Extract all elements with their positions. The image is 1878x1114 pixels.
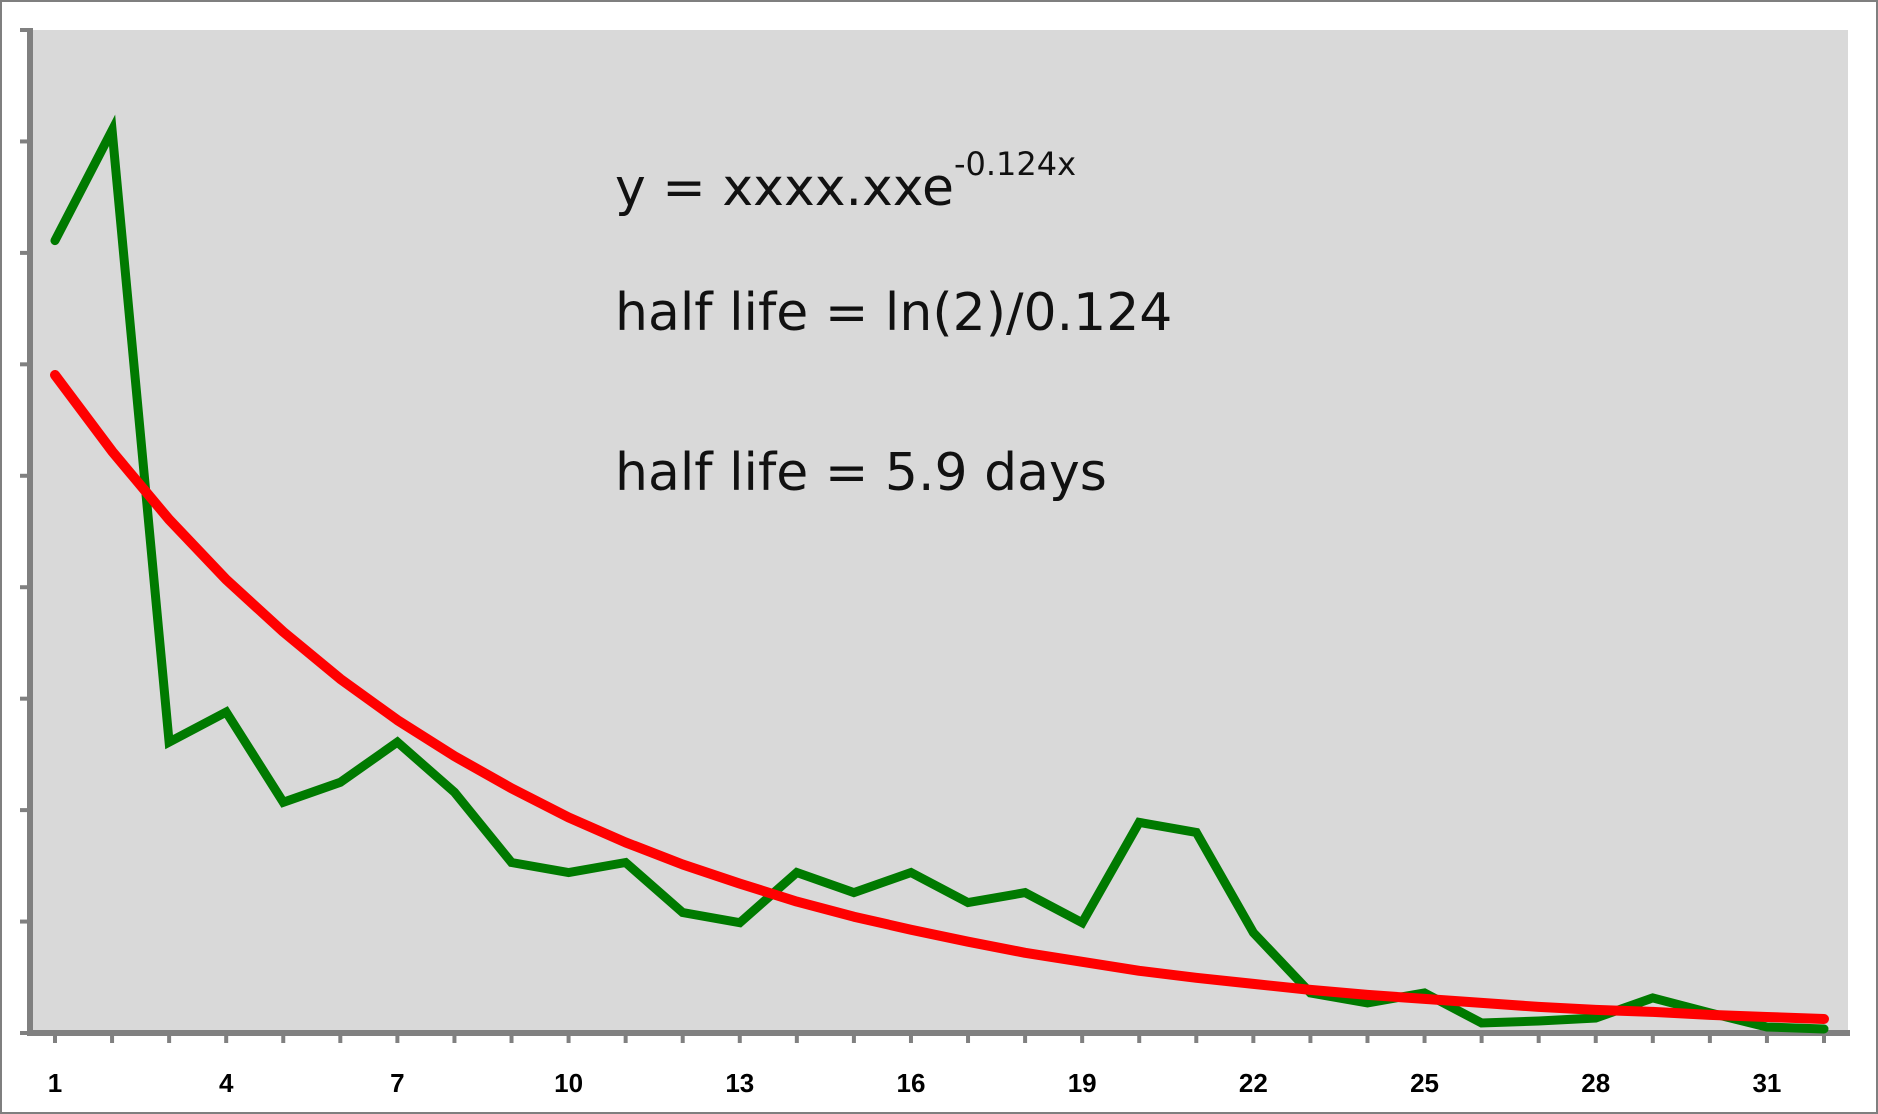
fit-series-point xyxy=(511,788,512,789)
data-series-point xyxy=(739,922,740,923)
data-series-point xyxy=(682,912,683,913)
x-tick-label: 13 xyxy=(725,1068,754,1098)
fit-series-point xyxy=(1481,1002,1482,1003)
data-series-point xyxy=(340,782,341,783)
data-series-point xyxy=(911,872,912,873)
data-series-line xyxy=(50,114,1829,1034)
fit-series-point xyxy=(968,941,969,942)
data-series-point xyxy=(55,240,56,241)
data-series-point xyxy=(226,712,227,713)
fit-series-point xyxy=(226,579,227,580)
x-tick-label: 10 xyxy=(554,1068,583,1098)
data-series-point xyxy=(283,802,284,803)
half-life-formula-annotation: half life = ln(2)/0.124 xyxy=(615,283,1172,343)
fit-series-point xyxy=(1310,989,1311,990)
axes-layer xyxy=(20,28,1850,1036)
fit-series-point xyxy=(796,901,797,902)
data-series-point xyxy=(1766,1027,1767,1028)
fit-series-point xyxy=(169,519,170,520)
data-series-point xyxy=(1595,1018,1596,1019)
fit-series-point xyxy=(1196,977,1197,978)
x-ticks-layer: 1 4 7 10 13 16 19 22 25 28 31 xyxy=(48,1033,1826,1098)
fit-series-point xyxy=(1595,1009,1596,1010)
half-life-value-annotation: half life = 5.9 days xyxy=(615,443,1107,503)
data-series-point xyxy=(1538,1021,1539,1022)
fit-series-point xyxy=(1424,998,1425,999)
data-series-point xyxy=(1481,1023,1482,1024)
fit-series-point xyxy=(1082,961,1083,962)
fit-series-point xyxy=(1253,983,1254,984)
data-series-point xyxy=(853,892,854,893)
fit-series-point xyxy=(1538,1006,1539,1007)
x-tick-label: 25 xyxy=(1410,1068,1439,1098)
series-layer xyxy=(50,114,1829,1034)
fit-series-point xyxy=(283,631,284,632)
data-series-point xyxy=(796,872,797,873)
fit-series-point xyxy=(682,864,683,865)
fit-series-point xyxy=(568,817,569,818)
fit-series-point xyxy=(1367,994,1368,995)
data-series-point xyxy=(1139,822,1140,823)
fit-series-point xyxy=(853,916,854,917)
fit-series-point xyxy=(1139,970,1140,971)
data-series-point xyxy=(397,742,398,743)
x-tick-label: 31 xyxy=(1752,1068,1781,1098)
data-series-point xyxy=(1082,922,1083,923)
fit-series-point xyxy=(55,375,56,376)
fit-series-point xyxy=(1766,1017,1767,1018)
fit-series-point xyxy=(739,883,740,884)
fit-series-point xyxy=(1025,952,1026,953)
x-tick-label: 22 xyxy=(1239,1068,1268,1098)
data-series-point xyxy=(1424,992,1425,993)
data-series-point xyxy=(625,862,626,863)
data-series-point xyxy=(1652,997,1653,998)
equation-annotation: y = xxxx.xxe-0.124x xyxy=(615,145,1076,218)
plot-area xyxy=(30,30,1848,1033)
fit-series-point xyxy=(1824,1019,1825,1020)
fit-series-point xyxy=(397,720,398,721)
x-tick-label: 16 xyxy=(897,1068,926,1098)
fit-series-point xyxy=(340,678,341,679)
fit-series-point xyxy=(911,929,912,930)
data-series-point xyxy=(511,862,512,863)
x-tick-label: 28 xyxy=(1581,1068,1610,1098)
data-series-point xyxy=(1025,892,1026,893)
x-tick-label: 1 xyxy=(48,1068,62,1098)
x-tick-label: 4 xyxy=(219,1068,234,1098)
data-series-point xyxy=(568,872,569,873)
data-series-point xyxy=(454,792,455,793)
fit-series-point xyxy=(454,756,455,757)
x-tick-label: 7 xyxy=(390,1068,404,1098)
equation-exponent: -0.124x xyxy=(954,145,1076,183)
equation-text: y = xxxx.xxe xyxy=(615,158,954,218)
data-series-point xyxy=(1824,1029,1825,1030)
data-series-point xyxy=(1367,1002,1368,1003)
fit-series-point xyxy=(1652,1011,1653,1012)
data-series-point xyxy=(968,902,969,903)
fit-series-point xyxy=(625,842,626,843)
data-series-point xyxy=(169,742,170,743)
data-series-point xyxy=(112,130,113,131)
fit-series-line xyxy=(50,370,1829,1024)
fit-series-point xyxy=(112,451,113,452)
data-series-point xyxy=(1196,832,1197,833)
x-tick-label: 19 xyxy=(1068,1068,1097,1098)
data-series-point xyxy=(1253,932,1254,933)
fit-series-point xyxy=(1709,1014,1710,1015)
